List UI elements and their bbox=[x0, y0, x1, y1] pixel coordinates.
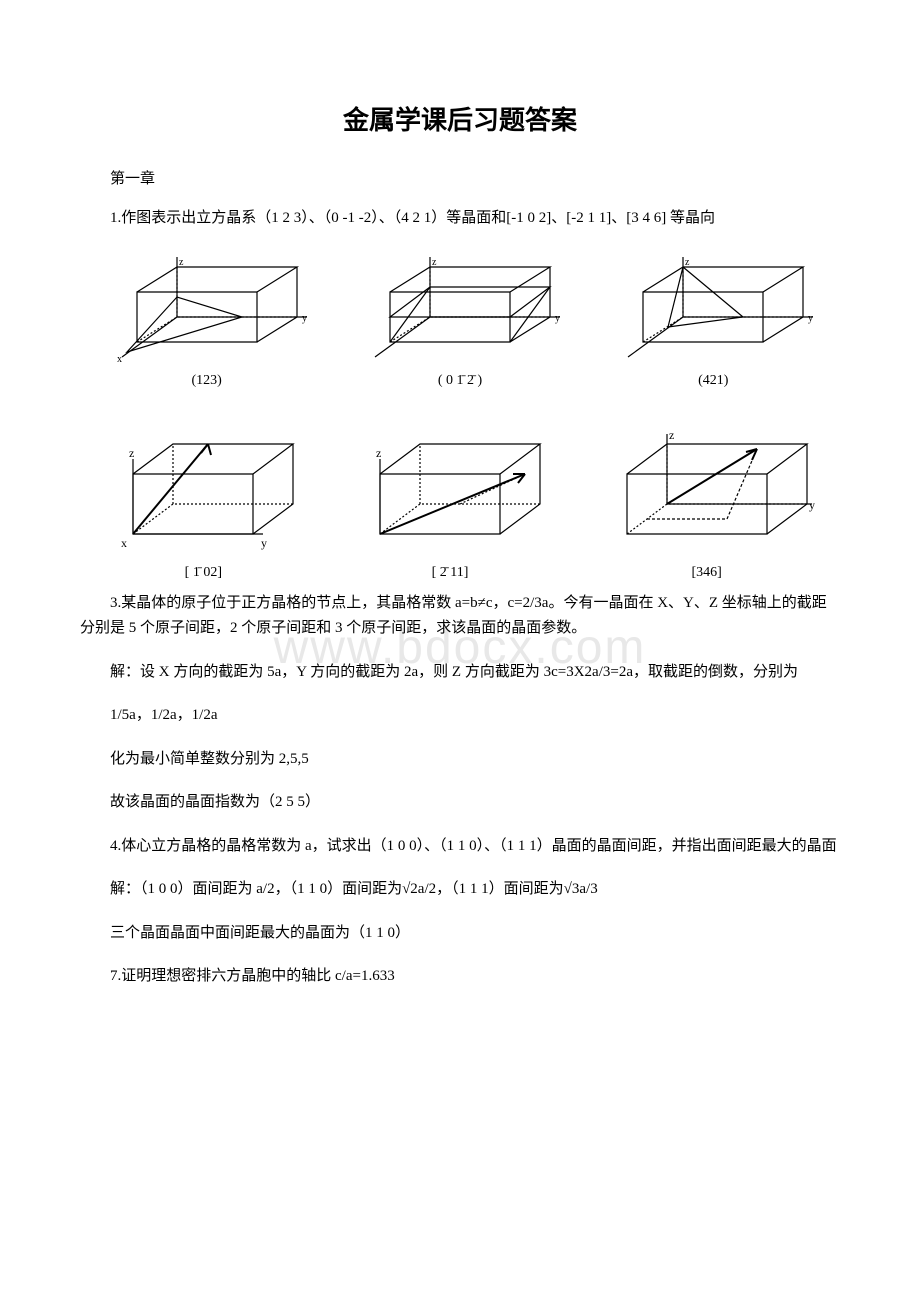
svg-text:y: y bbox=[302, 313, 307, 324]
figure-123: z y x (123) bbox=[107, 257, 307, 389]
svg-text:z: z bbox=[432, 257, 437, 268]
q3-solution-1: 解：设 X 方向的截距为 5a，Y 方向的截距为 2a，则 Z 方向截距为 3c… bbox=[80, 660, 840, 686]
question-1: 1.作图表示出立方晶系（1 2 3）、（0 -1 -2）、（4 2 1）等晶面和… bbox=[80, 206, 840, 232]
figure-row-planes: z y x (123) bbox=[80, 257, 840, 389]
svg-text:z: z bbox=[129, 446, 134, 460]
question-4: 4.体心立方晶格的晶格常数为 a，试求出（1 0 0）、（1 1 0）、（1 1… bbox=[80, 834, 840, 860]
svg-text:y: y bbox=[261, 536, 267, 550]
svg-text:x: x bbox=[117, 354, 122, 365]
svg-text:z: z bbox=[376, 446, 381, 460]
svg-text:y: y bbox=[808, 313, 813, 324]
document-title: 金属学课后习题答案 bbox=[80, 100, 840, 137]
diagram-direction-102: z y x bbox=[103, 429, 303, 559]
q3-solution-2: 1/5a，1/2a，1/2a bbox=[80, 703, 840, 729]
diagram-plane-012: z y bbox=[360, 257, 560, 367]
figure-row-directions: z y x [ 1̄ 02] bbox=[80, 429, 840, 581]
figure-012: z y ( 0 1̄ 2̄ ) bbox=[360, 257, 560, 389]
question-7: 7.证明理想密排六方晶胞中的轴比 c/a=1.633 bbox=[80, 964, 840, 990]
q3-solution-4: 故该晶面的晶面指数为（2 5 5） bbox=[80, 790, 840, 816]
figure-dir-102: z y x [ 1̄ 02] bbox=[103, 429, 303, 581]
svg-text:z: z bbox=[685, 257, 690, 268]
figure-421: z y (421) bbox=[613, 257, 813, 389]
diagram-direction-211: z bbox=[350, 429, 550, 559]
q4-solution-1: 解：（1 0 0）面间距为 a/2，（1 1 0）面间距为√2a/2，（1 1 … bbox=[80, 877, 840, 903]
figure-label-dir-102: [ 1̄ 02] bbox=[185, 565, 222, 581]
diagram-direction-346: z y bbox=[597, 429, 817, 559]
q4-solution-2: 三个晶面晶面中面间距最大的晶面为（1 1 0） bbox=[80, 921, 840, 947]
chapter-heading: 第一章 bbox=[80, 167, 840, 188]
svg-text:x: x bbox=[121, 536, 127, 550]
figure-dir-211: z [ 2̄ 11] bbox=[350, 429, 550, 581]
svg-text:y: y bbox=[555, 313, 560, 324]
diagram-plane-123: z y x bbox=[107, 257, 307, 367]
svg-text:z: z bbox=[669, 429, 674, 442]
figure-label-012: ( 0 1̄ 2̄ ) bbox=[438, 373, 482, 389]
figure-label-dir-346: [346] bbox=[691, 565, 721, 581]
q3-solution-3: 化为最小简单整数分别为 2,5,5 bbox=[80, 747, 840, 773]
svg-text:y: y bbox=[809, 498, 815, 512]
figure-dir-346: z y [346] bbox=[597, 429, 817, 581]
question-3: 3.某晶体的原子位于正方晶格的节点上，其晶格常数 a=b≠c，c=2/3a。今有… bbox=[80, 591, 840, 642]
diagram-plane-421: z y bbox=[613, 257, 813, 367]
figure-label-123: (123) bbox=[191, 373, 221, 389]
svg-text:z: z bbox=[179, 257, 184, 268]
document-content: 金属学课后习题答案 第一章 1.作图表示出立方晶系（1 2 3）、（0 -1 -… bbox=[80, 100, 840, 990]
figure-label-dir-211: [ 2̄ 11] bbox=[432, 565, 469, 581]
figure-label-421: (421) bbox=[698, 373, 728, 389]
